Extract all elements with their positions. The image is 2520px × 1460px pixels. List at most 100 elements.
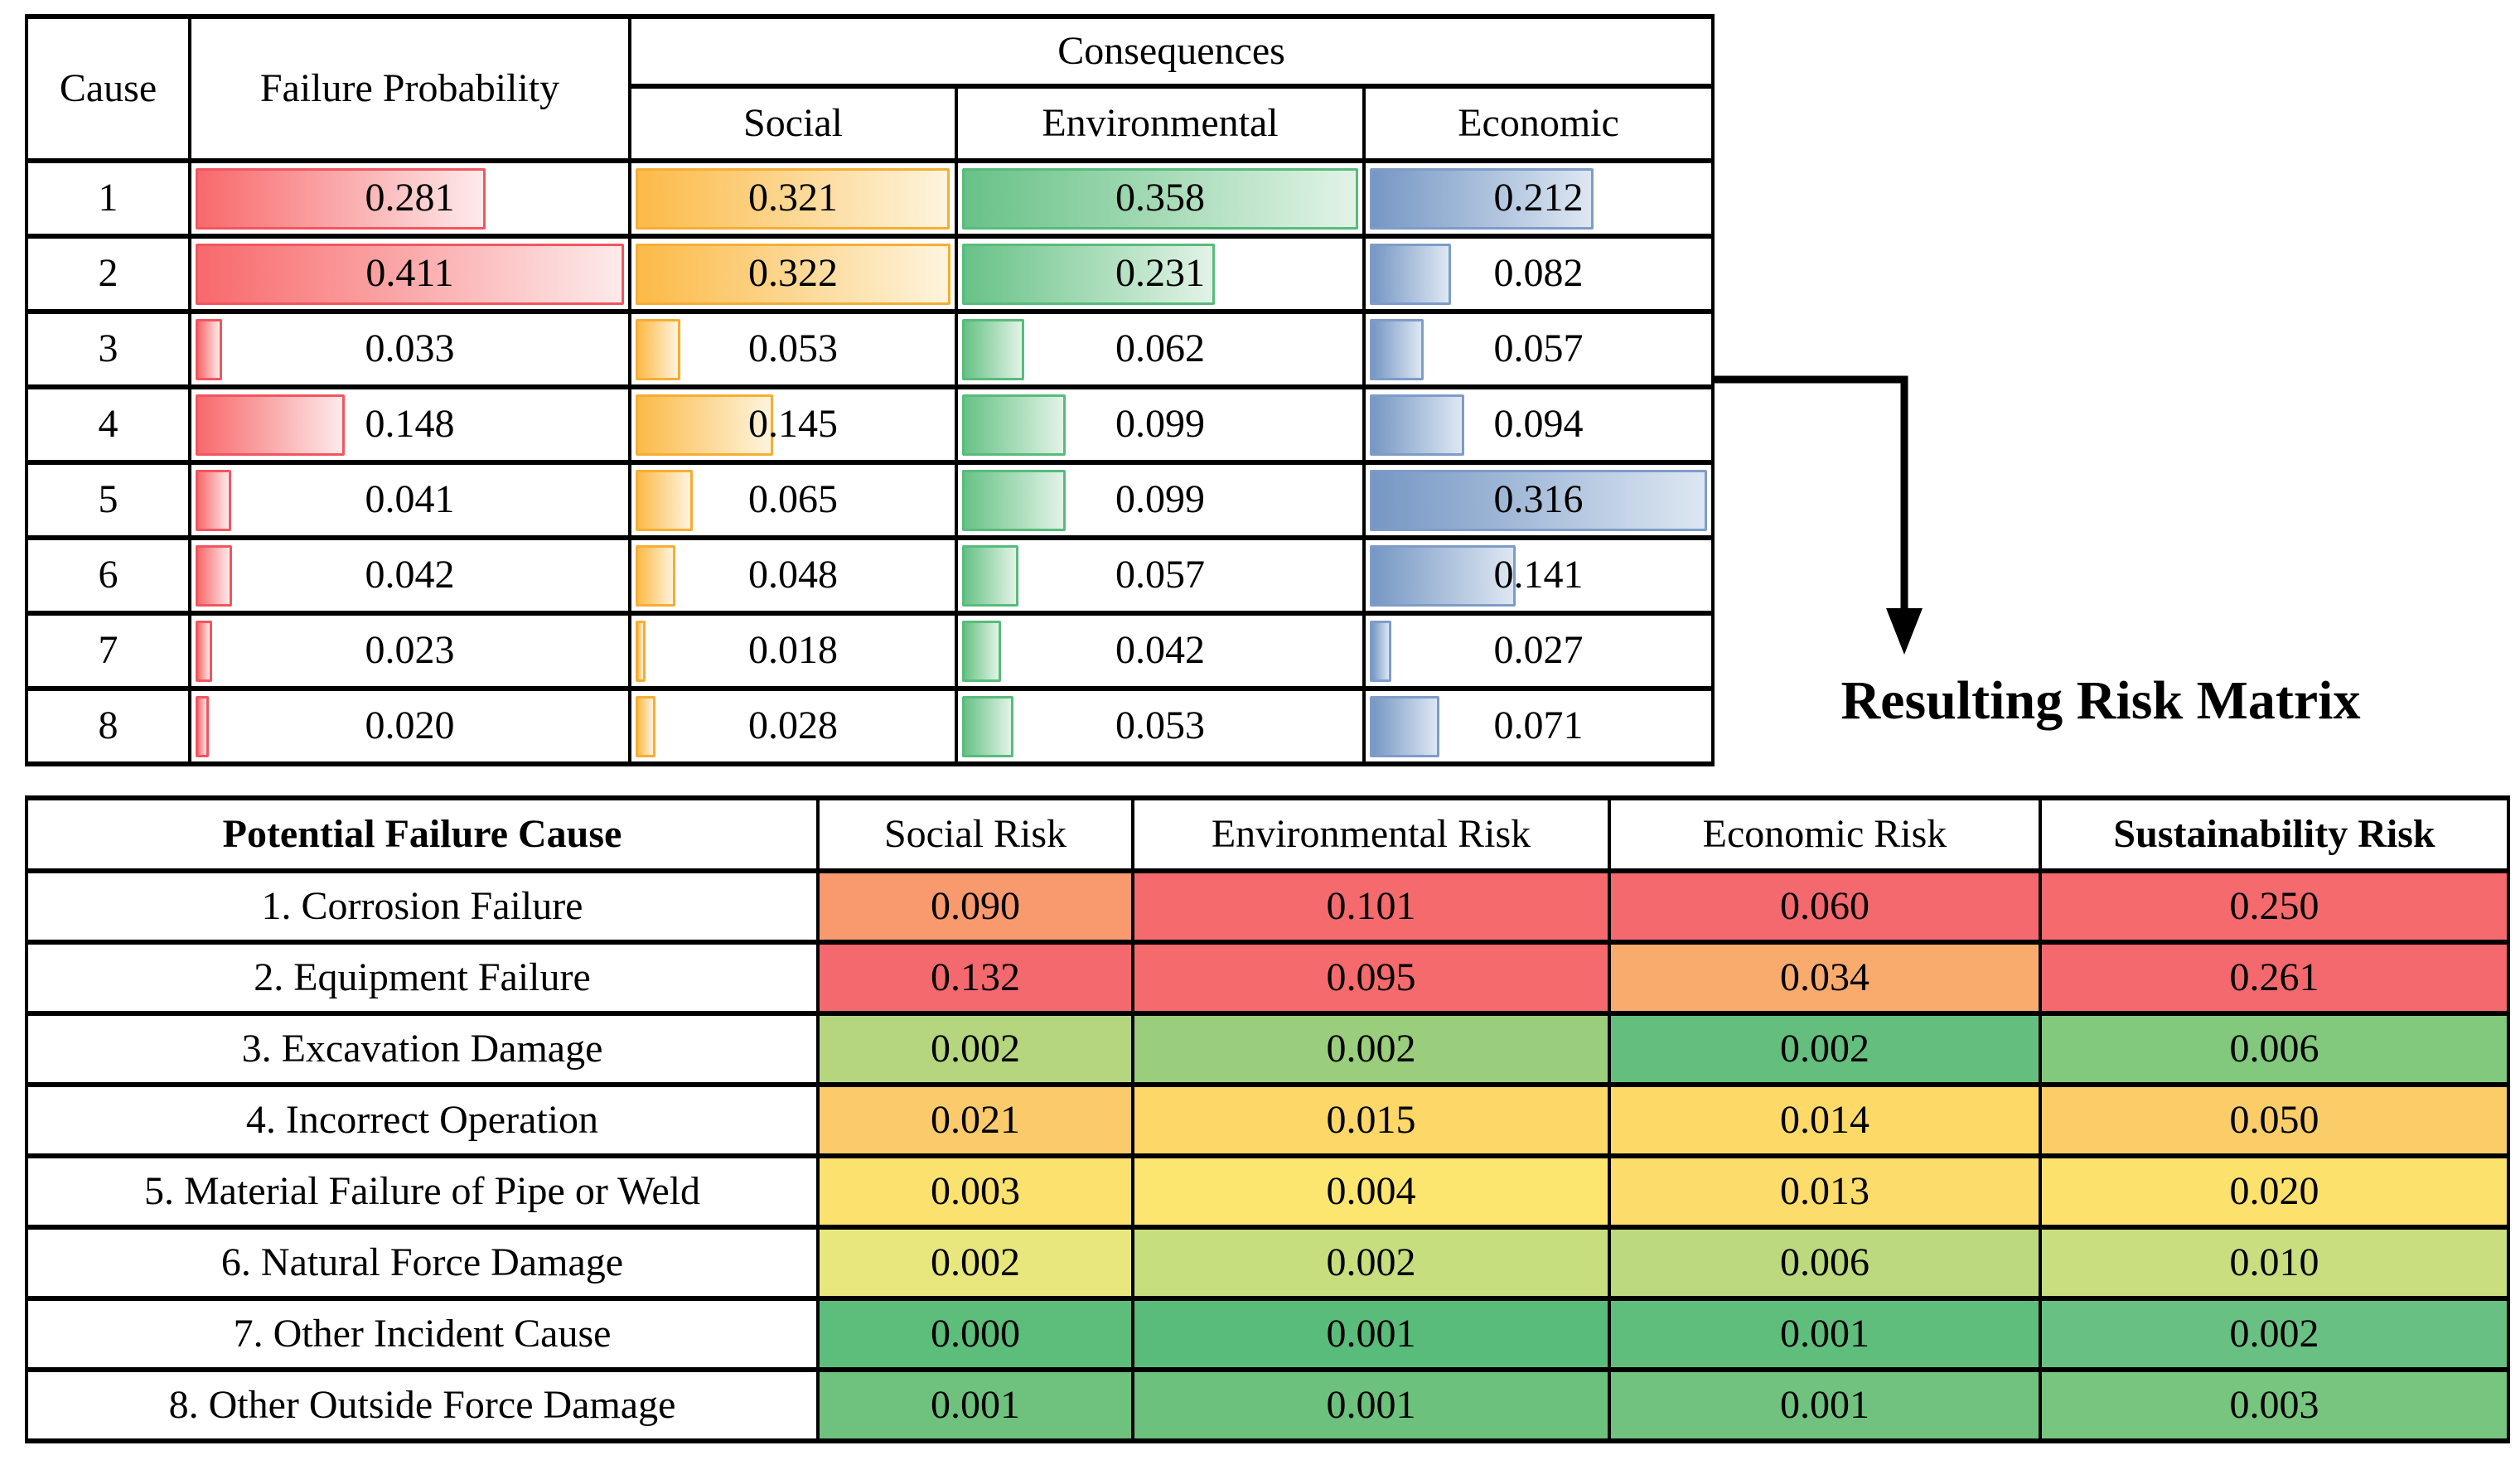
social-bar	[636, 167, 950, 230]
value-bar-cell: 0.062	[955, 309, 1366, 389]
risk-value-cell: 0.004	[1131, 1153, 1611, 1230]
failure-probability-bar	[196, 620, 212, 682]
probability-table-row: 4 0.148 0.145 0.099 0.094	[25, 384, 1715, 465]
risk-value-cell: 0.000	[816, 1296, 1134, 1372]
probability-table-row: 2 0.411 0.322 0.231 0.082	[25, 234, 1715, 314]
social-bar	[636, 243, 950, 305]
risk-value-cell: 0.101	[1131, 868, 1611, 945]
value-bar-cell: 0.094	[1362, 384, 1715, 465]
value-bar-cell: 0.411	[188, 234, 631, 314]
failure-probability-bar	[196, 167, 486, 230]
value-bar-cell: 0.053	[955, 686, 1366, 766]
value-bar-cell: 0.057	[1362, 309, 1715, 389]
value-bar-cell: 0.028	[628, 686, 958, 766]
failure-cause-label-cell: 7. Other Incident Cause	[25, 1296, 820, 1372]
cause-number-cell: 7	[25, 611, 191, 691]
risk-value-cell: 0.002	[1131, 1225, 1611, 1301]
cell-value: 0.042	[365, 553, 455, 597]
risk-value-cell: 0.013	[1608, 1153, 2042, 1230]
environmental-bar	[962, 243, 1215, 305]
value-bar-cell: 0.321	[628, 158, 958, 239]
risk-matrix-row: 3. Excavation Damage 0.002 0.002 0.002 0.006	[25, 1011, 2510, 1087]
risk-matrix-table: Potential Failure Cause Social Risk Envi…	[25, 795, 2510, 1443]
environmental-bar	[962, 394, 1066, 456]
header-failure-probability: Failure Probability	[188, 14, 631, 163]
failure-cause-label-cell: 6. Natural Force Damage	[25, 1225, 820, 1301]
risk-value-cell: 0.050	[2039, 1082, 2510, 1158]
risk-matrix-row: 2. Equipment Failure 0.132 0.095 0.034 0.261	[25, 940, 2510, 1016]
header-social-risk: Social Risk	[816, 795, 1134, 873]
value-bar-cell: 0.212	[1362, 158, 1715, 239]
risk-value-cell: 0.090	[816, 868, 1134, 945]
risk-value-cell: 0.060	[1608, 868, 2042, 945]
risk-value-cell: 0.006	[1608, 1225, 2042, 1301]
cell-value: 0.033	[365, 326, 455, 371]
environmental-bar	[962, 469, 1066, 531]
economic-bar	[1370, 318, 1424, 380]
value-bar-cell: 0.018	[628, 611, 958, 691]
cell-value: 0.042	[1115, 628, 1205, 673]
cell-value: 0.020	[365, 703, 455, 748]
value-bar-cell: 0.099	[955, 460, 1366, 540]
cell-value: 0.321	[748, 176, 838, 220]
risk-value-cell: 0.002	[2039, 1296, 2510, 1372]
header-environmental: Environmental	[955, 84, 1366, 163]
cell-value: 0.028	[748, 703, 838, 748]
failure-cause-label-cell: 5. Material Failure of Pipe or Weld	[25, 1153, 820, 1230]
risk-value-cell: 0.003	[816, 1153, 1134, 1230]
risk-value-cell: 0.002	[816, 1225, 1134, 1301]
header-cause: Cause	[25, 14, 191, 163]
environmental-bar	[962, 318, 1024, 380]
header-consequences: Consequences	[627, 14, 1715, 89]
economic-bar	[1370, 620, 1391, 682]
cause-number-cell: 1	[25, 158, 191, 239]
cell-value: 0.027	[1493, 628, 1584, 673]
cell-value: 0.094	[1493, 402, 1584, 447]
cell-value: 0.212	[1493, 176, 1584, 220]
risk-matrix-row: 8. Other Outside Force Damage 0.001 0.001 0…	[25, 1367, 2510, 1443]
risk-value-cell: 0.002	[1608, 1011, 2042, 1087]
risk-value-cell: 0.095	[1131, 940, 1611, 1016]
value-bar-cell: 0.358	[955, 158, 1366, 239]
flow-arrow	[1711, 375, 1923, 655]
risk-value-cell: 0.002	[816, 1011, 1134, 1087]
cell-value: 0.099	[1115, 402, 1205, 447]
value-bar-cell: 0.042	[955, 611, 1366, 691]
value-bar-cell: 0.082	[1362, 234, 1715, 314]
economic-bar	[1370, 394, 1465, 456]
cell-value: 0.148	[365, 402, 455, 447]
risk-value-cell: 0.006	[2039, 1011, 2510, 1087]
probability-table-row: 3 0.033 0.053 0.062 0.057	[25, 309, 1715, 389]
header-social: Social	[628, 84, 958, 163]
cell-value: 0.062	[1115, 326, 1205, 371]
risk-value-cell: 0.010	[2039, 1225, 2510, 1301]
cause-number-cell: 2	[25, 234, 191, 314]
value-bar-cell: 0.281	[188, 158, 631, 239]
cell-value: 0.082	[1493, 251, 1584, 296]
risk-value-cell: 0.001	[1608, 1367, 2042, 1443]
failure-cause-label-cell: 3. Excavation Damage	[25, 1011, 820, 1087]
value-bar-cell: 0.148	[188, 384, 631, 465]
risk-matrix-row: 7. Other Incident Cause 0.000 0.001 0.001 0.…	[25, 1296, 2510, 1372]
header-environmental-risk: Environmental Risk	[1131, 795, 1611, 873]
probability-table-row: 1 0.281 0.321 0.358 0.212	[25, 158, 1715, 239]
environmental-bar	[962, 620, 1002, 682]
risk-value-cell: 0.261	[2039, 940, 2510, 1016]
value-bar-cell: 0.041	[188, 460, 631, 540]
header-potential-failure-cause: Potential Failure Cause	[25, 795, 820, 873]
risk-value-cell: 0.001	[1131, 1367, 1611, 1443]
economic-bar	[1370, 243, 1452, 305]
risk-value-cell: 0.001	[816, 1367, 1134, 1443]
risk-value-cell: 0.002	[1131, 1011, 1611, 1087]
failure-probability-bar	[196, 695, 209, 757]
cell-value: 0.141	[1493, 553, 1584, 597]
cell-value: 0.358	[1115, 176, 1205, 220]
value-bar-cell: 0.065	[628, 460, 958, 540]
value-bar-cell: 0.042	[188, 535, 631, 616]
value-bar-cell: 0.099	[955, 384, 1366, 465]
value-bar-cell: 0.141	[1362, 535, 1715, 616]
value-bar-cell: 0.071	[1362, 686, 1715, 766]
header-economic: Economic	[1362, 84, 1715, 163]
risk-value-cell: 0.003	[2039, 1367, 2510, 1443]
cell-value: 0.316	[1493, 477, 1584, 522]
